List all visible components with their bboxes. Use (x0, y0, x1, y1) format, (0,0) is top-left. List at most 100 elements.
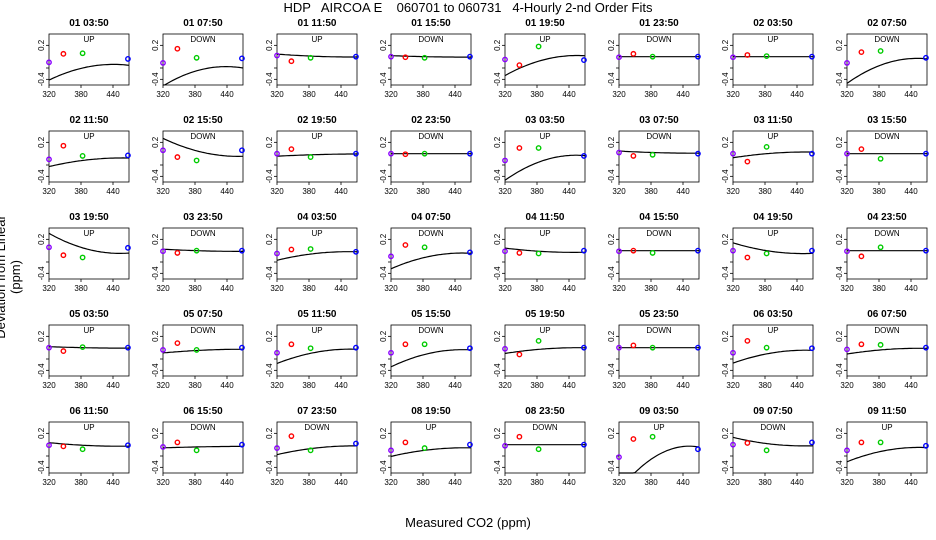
y-tick-label: -0.4 (721, 266, 730, 280)
panel: 03 19:50 UP 320 380 440 -0.4 0.2 (37, 212, 131, 293)
x-tick-label: 440 (334, 90, 348, 99)
panel-title: 03 23:50 (183, 212, 223, 223)
x-tick-label: 440 (106, 381, 120, 390)
panel-direction: DOWN (304, 423, 330, 432)
data-point (502, 56, 508, 63)
data-point (79, 344, 86, 350)
panel-direction: UP (83, 35, 94, 44)
data-point (809, 247, 815, 254)
y-tick-label: -0.4 (607, 266, 616, 280)
data-point (516, 433, 523, 440)
data-point (174, 250, 181, 256)
x-tick-label: 440 (790, 187, 804, 196)
chart-title: HDP AIRCOA E 060701 to 060731 4-Hourly 2… (283, 0, 653, 15)
y-tick-label: -0.4 (493, 266, 502, 280)
panel-title: 06 11:50 (70, 406, 109, 417)
panel-title: 04 23:50 (867, 212, 907, 223)
x-tick-label: 380 (644, 478, 658, 487)
panel: 01 23:50 DOWN 320 380 440 -0.4 0.2 (607, 18, 701, 99)
data-point (744, 440, 751, 446)
data-point (730, 54, 736, 61)
x-tick-label: 380 (74, 478, 88, 487)
panel-direction: UP (767, 132, 778, 141)
panel-direction: UP (767, 229, 778, 238)
data-point (60, 142, 67, 149)
y-tick-label: -0.4 (37, 72, 46, 86)
panel: 04 07:50 DOWN 320 380 440 -0.4 0.2 (379, 212, 473, 293)
y-tick-label: -0.4 (835, 169, 844, 183)
data-point (79, 153, 86, 159)
x-tick-label: 440 (790, 381, 804, 390)
panel: 05 15:50 DOWN 320 380 440 -0.4 0.2 (379, 309, 473, 390)
fit-curve (846, 446, 928, 463)
fit-curve (619, 445, 700, 474)
panel-direction: UP (539, 132, 550, 141)
fit-curve (732, 151, 813, 159)
y-tick-label: -0.4 (151, 460, 160, 474)
y-tick-label: 0.2 (607, 39, 616, 51)
data-point (174, 340, 181, 347)
data-point (763, 344, 770, 351)
fit-curve (276, 53, 357, 58)
data-point (46, 156, 52, 163)
panel-direction: DOWN (532, 423, 558, 432)
data-point (858, 439, 865, 446)
x-tick-label: 380 (416, 90, 430, 99)
data-point (274, 52, 280, 59)
data-point (160, 248, 166, 255)
panel-title: 05 19:50 (525, 309, 565, 320)
x-tick-label: 320 (270, 284, 284, 293)
fit-curve (504, 347, 585, 355)
x-tick-label: 380 (872, 90, 886, 99)
data-point (288, 58, 295, 65)
data-point (353, 150, 359, 157)
panel-title: 08 19:50 (411, 406, 451, 417)
y-tick-label: 0.2 (265, 427, 274, 439)
panel-title: 01 15:50 (411, 18, 451, 29)
x-tick-label: 380 (530, 478, 544, 487)
data-point (193, 247, 200, 254)
data-point (581, 153, 587, 159)
data-point (844, 346, 850, 353)
data-point (535, 145, 542, 151)
x-tick-label: 380 (530, 187, 544, 196)
data-point (402, 242, 409, 248)
x-tick-label: 320 (384, 187, 398, 196)
data-point (125, 152, 131, 159)
panel-direction: UP (83, 423, 94, 432)
panel-direction: DOWN (874, 132, 900, 141)
x-tick-label: 320 (840, 187, 854, 196)
x-tick-label: 440 (448, 478, 462, 487)
data-point (125, 244, 131, 251)
panel-direction: DOWN (646, 35, 672, 44)
panel-direction: DOWN (874, 35, 900, 44)
panel-title: 01 03:50 (69, 18, 109, 29)
data-point (695, 150, 701, 157)
small-multiples-grid: 01 03:50 UP 320 380 440 -0.4 0.2 01 07:50 DOWN 32… (37, 18, 929, 487)
x-tick-label: 380 (530, 381, 544, 390)
panel-frame (618, 130, 700, 183)
data-point (535, 250, 542, 257)
fit-curve (846, 347, 927, 355)
y-tick-label: 0.2 (721, 330, 730, 342)
data-point (193, 157, 200, 164)
x-tick-label: 440 (676, 90, 690, 99)
y-tick-label: 0.2 (835, 427, 844, 439)
x-tick-label: 440 (334, 187, 348, 196)
x-tick-label: 380 (416, 381, 430, 390)
data-point (877, 48, 884, 54)
x-tick-label: 320 (612, 284, 626, 293)
y-tick-label: 0.2 (37, 427, 46, 439)
data-point (467, 345, 473, 352)
panel-title: 05 11:50 (298, 309, 337, 320)
y-tick-label: -0.4 (151, 363, 160, 377)
data-point (239, 55, 245, 62)
data-point (467, 249, 473, 256)
x-axis-label: Measured CO2 (ppm) (405, 515, 531, 530)
x-tick-label: 440 (790, 284, 804, 293)
data-point (516, 62, 523, 69)
data-point (763, 447, 770, 454)
fit-curve (162, 348, 243, 354)
x-tick-label: 440 (562, 284, 576, 293)
panel: 05 19:50 UP 320 380 440 -0.4 0.2 (493, 309, 587, 390)
